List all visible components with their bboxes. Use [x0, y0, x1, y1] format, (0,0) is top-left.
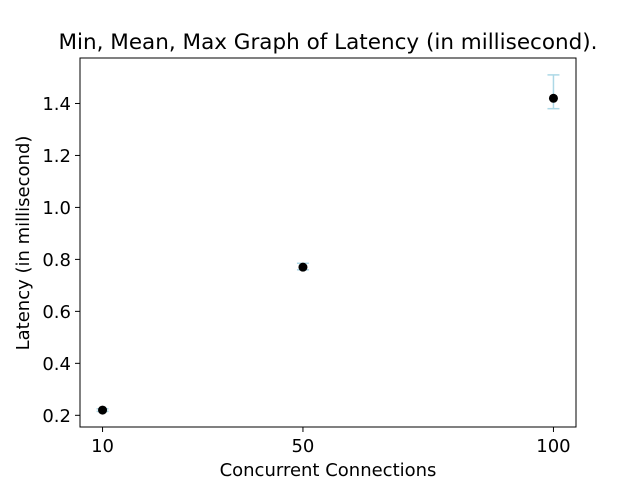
y-tick-label: 1.4 — [42, 94, 71, 115]
error-bars — [96, 74, 560, 413]
plot-frame — [79, 57, 577, 428]
x-tick-label: 100 — [536, 436, 570, 457]
x-axis-label: Concurrent Connections — [220, 460, 437, 480]
y-tick-label: 1.0 — [42, 198, 71, 219]
y-tick-label: 1.2 — [42, 146, 71, 167]
data-point — [298, 262, 308, 272]
data-point — [548, 93, 558, 103]
y-axis-label: Latency (in millisecond) — [13, 136, 34, 351]
y-tick-label: 0.8 — [42, 250, 71, 271]
x-axis: 10 50 100 — [91, 427, 571, 457]
y-tick-label: 0.6 — [42, 302, 71, 323]
y-axis: 0.2 0.4 0.6 0.8 1.0 1.2 1.4 — [42, 94, 80, 427]
y-tick-label: 0.2 — [42, 406, 71, 427]
x-tick-label: 10 — [91, 436, 114, 457]
y-tick-label: 0.4 — [42, 354, 71, 375]
chart-title: Min, Mean, Max Graph of Latency (in mill… — [58, 30, 597, 55]
data-point — [98, 405, 108, 415]
x-tick-label: 50 — [291, 436, 314, 457]
data-points — [98, 93, 558, 415]
